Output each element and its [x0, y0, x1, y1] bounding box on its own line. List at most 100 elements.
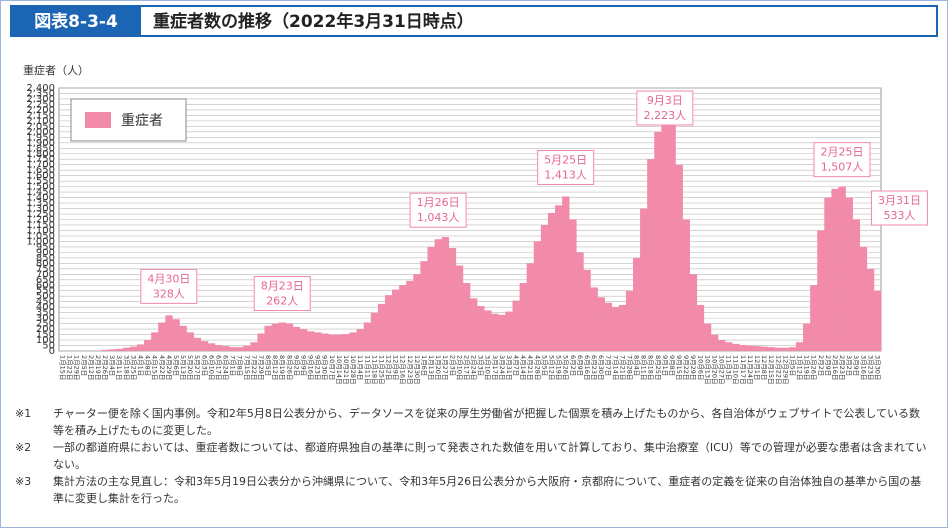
annotation-date: 3月31日: [878, 194, 921, 207]
x-tick-label: 12月30日: [413, 355, 421, 385]
x-tick-label: 12月23日: [406, 355, 414, 385]
bar: [767, 347, 776, 351]
x-tick-label: 1月6日: [420, 355, 428, 376]
bar: [760, 346, 768, 351]
y-tick-label: 1,400: [26, 193, 55, 204]
x-tick-label: 12月15日: [767, 355, 775, 385]
x-tick-label: 4月15日: [151, 355, 159, 380]
y-tick-label: 2,400: [26, 83, 55, 94]
x-tick-label: 2月9日: [824, 355, 832, 376]
x-tick-label: 7月15日: [243, 355, 251, 380]
y-tick-label: 1,150: [26, 220, 55, 231]
x-tick-label: 11月25日: [377, 355, 385, 385]
bar: [434, 239, 442, 351]
bar: [470, 298, 478, 351]
note-text: チャーター便を除く国内事例。令和2年5月8日公表分から、データソースを従来の厚生…: [53, 407, 920, 437]
bar: [314, 332, 322, 351]
bar: [710, 334, 719, 351]
y-tick-label: 1,650: [26, 165, 55, 176]
annotation-box: [409, 192, 467, 228]
x-tick-label: 9月23日: [314, 355, 322, 380]
bar: [158, 322, 166, 351]
x-tick-label: 2月10日: [455, 355, 463, 380]
bar: [108, 349, 116, 351]
bar: [448, 247, 457, 351]
y-tick-label: 1,900: [26, 138, 55, 149]
bar: [363, 322, 372, 351]
bar: [788, 347, 797, 351]
x-tick-label: 9月22日: [682, 355, 690, 380]
bar: [349, 332, 357, 351]
bar: [307, 331, 315, 351]
x-tick-label: 5月20日: [186, 355, 194, 380]
x-tick-label: 5月13日: [179, 355, 187, 380]
bar: [781, 347, 790, 351]
bar: [576, 252, 584, 351]
x-tick-label: 11月11日: [363, 355, 371, 385]
x-tick-label: 8月25日: [654, 355, 662, 380]
bar: [151, 332, 159, 351]
x-tick-label: 12月9日: [392, 355, 400, 380]
y-tick-label: 1,600: [26, 171, 55, 182]
y-tick-label: 2,050: [26, 121, 55, 132]
annotation-count: 1,507人: [821, 161, 864, 174]
bar: [321, 333, 329, 351]
x-tick-label: 8月12日: [271, 355, 279, 380]
bar: [654, 131, 662, 351]
bar: [873, 290, 882, 351]
x-tick-label: 12月29日: [781, 355, 789, 385]
y-tick-label: 100: [36, 335, 55, 346]
note-text: 集計方法の主な見直し：令和3年5月19日公表分から沖縄県について、令和3年5月2…: [53, 475, 922, 505]
x-tick-label: 4月14日: [519, 355, 527, 380]
bar: [852, 219, 861, 351]
bar: [689, 274, 698, 351]
x-tick-label: 9月2日: [292, 355, 300, 376]
x-tick-label: 1月20日: [434, 355, 442, 380]
x-tick-label: 1月13日: [427, 355, 435, 380]
x-tick-label: 8月11日: [640, 355, 648, 380]
bar: [278, 322, 287, 351]
annotation-date: 5月25日: [544, 153, 587, 166]
note-mark: ※2: [15, 441, 32, 454]
x-tick-label: 3月24日: [498, 355, 506, 380]
y-tick-label: 1,700: [26, 160, 55, 171]
bar: [597, 297, 605, 351]
y-tick-label: 600: [36, 280, 55, 291]
x-tick-label: 12月1日: [753, 355, 761, 380]
x-tick-label: 10月28日: [349, 355, 357, 385]
y-tick-label: 250: [36, 319, 55, 330]
bar: [519, 283, 527, 351]
x-tick-label: 12月16日: [399, 355, 407, 385]
annotation-box: [870, 190, 928, 226]
bar: [590, 287, 598, 351]
bar: [229, 347, 237, 351]
x-tick-label: 4月29日: [165, 355, 173, 380]
bar: [328, 334, 336, 351]
note: ※1 チャーター便を除く国内事例。令和2年5月8日公表分から、データソースを従来の…: [15, 405, 930, 439]
x-tick-label: 4月21日: [526, 355, 534, 380]
bar: [526, 263, 535, 351]
bar: [335, 334, 343, 351]
bar: [604, 302, 613, 351]
bar: [406, 280, 414, 351]
y-tick-label: 0: [49, 346, 55, 357]
y-tick-label: 2,150: [26, 110, 55, 121]
bar: [384, 295, 393, 351]
y-tick-label: 1,100: [26, 225, 55, 236]
annotation-date: 2月25日: [821, 146, 864, 159]
bar: [512, 300, 520, 351]
x-tick-label: 8月5日: [264, 355, 272, 376]
bar: [427, 246, 435, 351]
bar: [632, 257, 641, 351]
bar: [186, 332, 194, 351]
annotation-box: [140, 268, 198, 304]
notes: ※1 チャーター便を除く国内事例。令和2年5月8日公表分から、データソースを従来の…: [15, 405, 930, 507]
annotation-date: 8月23日: [261, 280, 304, 293]
note-text: 一部の都道府県においては、重症者数については、都道府県独自の基準に則って発表され…: [53, 441, 927, 471]
x-tick-label: 6月30日: [597, 355, 605, 380]
y-tick-label: 50: [42, 341, 55, 352]
x-tick-label: 6月23日: [590, 355, 598, 380]
x-tick-label: 9月29日: [689, 355, 697, 380]
x-tick-label: 9月8日: [668, 355, 676, 376]
bar: [803, 323, 811, 351]
